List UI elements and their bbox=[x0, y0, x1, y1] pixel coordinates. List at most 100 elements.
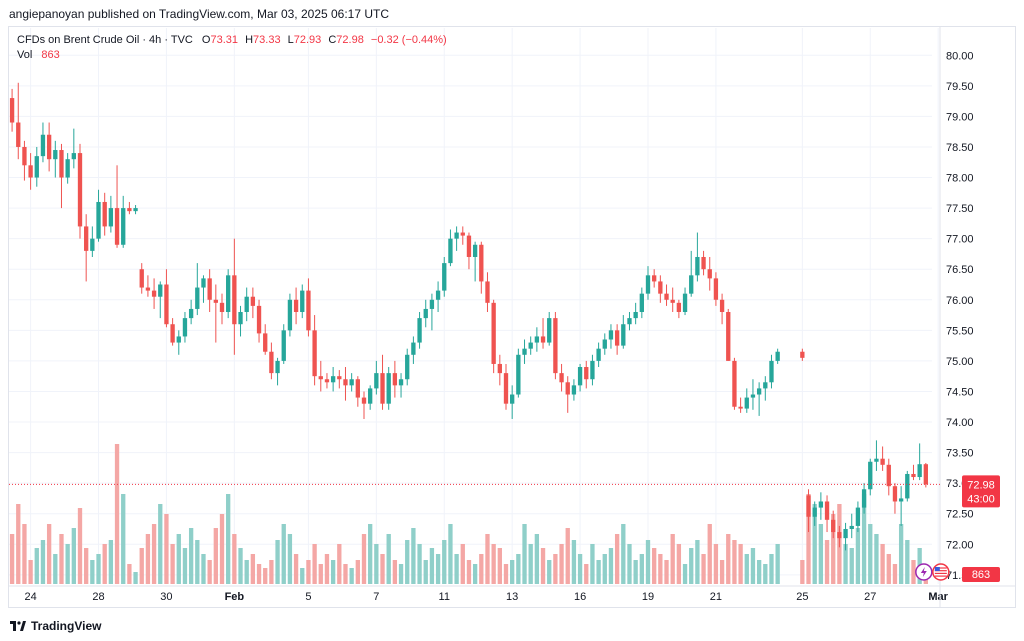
candle[interactable] bbox=[102, 192, 107, 236]
us-flag-event-icon[interactable] bbox=[932, 563, 950, 581]
candle[interactable] bbox=[750, 379, 756, 410]
candle[interactable] bbox=[429, 293, 435, 331]
candle[interactable] bbox=[287, 293, 293, 337]
candle[interactable] bbox=[911, 464, 916, 481]
candle[interactable] bbox=[269, 342, 274, 380]
candle[interactable] bbox=[349, 373, 354, 392]
candle[interactable] bbox=[824, 495, 830, 533]
candle[interactable] bbox=[151, 278, 157, 309]
candle[interactable] bbox=[16, 82, 21, 160]
candle[interactable] bbox=[442, 256, 447, 297]
candle[interactable] bbox=[880, 446, 885, 471]
candle[interactable] bbox=[34, 146, 39, 187]
candle[interactable] bbox=[633, 302, 638, 325]
candle[interactable] bbox=[849, 513, 854, 539]
candle[interactable] bbox=[293, 287, 299, 325]
candle[interactable] bbox=[812, 501, 817, 526]
candle[interactable] bbox=[368, 385, 373, 410]
candle[interactable] bbox=[831, 510, 836, 539]
candle[interactable] bbox=[744, 388, 749, 413]
candle[interactable] bbox=[207, 269, 212, 312]
candle[interactable] bbox=[226, 269, 231, 319]
candle[interactable] bbox=[522, 339, 527, 364]
candle[interactable] bbox=[769, 354, 774, 389]
candle[interactable] bbox=[571, 379, 577, 401]
candle[interactable] bbox=[713, 272, 719, 306]
candle[interactable] bbox=[510, 385, 515, 419]
candle[interactable] bbox=[559, 363, 564, 392]
candle[interactable] bbox=[547, 312, 552, 346]
candle[interactable] bbox=[386, 367, 391, 410]
candle[interactable] bbox=[263, 324, 268, 355]
candle[interactable] bbox=[695, 232, 700, 282]
candle[interactable] bbox=[53, 140, 58, 178]
candle[interactable] bbox=[121, 195, 126, 248]
candle[interactable] bbox=[652, 269, 657, 288]
candle[interactable] bbox=[337, 370, 342, 389]
candle[interactable] bbox=[114, 165, 120, 248]
candle[interactable] bbox=[472, 241, 478, 282]
candle[interactable] bbox=[398, 373, 404, 398]
candle[interactable] bbox=[300, 284, 305, 319]
candle[interactable] bbox=[275, 357, 280, 386]
candle[interactable] bbox=[639, 287, 644, 319]
candle[interactable] bbox=[170, 318, 175, 346]
candle[interactable] bbox=[602, 333, 607, 355]
candle[interactable] bbox=[806, 489, 811, 533]
candle[interactable] bbox=[256, 299, 262, 343]
candle[interactable] bbox=[800, 348, 805, 361]
candle[interactable] bbox=[244, 287, 249, 322]
candle[interactable] bbox=[861, 483, 867, 514]
candle[interactable] bbox=[818, 492, 824, 520]
candle[interactable] bbox=[491, 299, 496, 374]
candle[interactable] bbox=[923, 462, 928, 488]
candle[interactable] bbox=[670, 287, 675, 312]
candle[interactable] bbox=[479, 241, 484, 294]
candle[interactable] bbox=[516, 348, 521, 398]
candle[interactable] bbox=[28, 153, 33, 190]
candle[interactable] bbox=[843, 522, 848, 551]
candle[interactable] bbox=[201, 275, 206, 303]
candle[interactable] bbox=[553, 312, 558, 380]
candle[interactable] bbox=[84, 214, 89, 282]
candle[interactable] bbox=[664, 284, 669, 306]
candle[interactable] bbox=[732, 357, 737, 410]
legend-symbol[interactable]: CFDs on Brent Crude Oil · 4h · TVC bbox=[17, 34, 193, 46]
candle[interactable] bbox=[917, 443, 922, 481]
candle[interactable] bbox=[528, 336, 533, 355]
candle[interactable] bbox=[232, 238, 237, 355]
candle[interactable] bbox=[676, 299, 682, 319]
candle[interactable] bbox=[312, 315, 317, 386]
candle[interactable] bbox=[343, 367, 348, 401]
candle[interactable] bbox=[182, 312, 188, 343]
candle[interactable] bbox=[682, 287, 688, 316]
candle[interactable] bbox=[756, 382, 762, 416]
candle[interactable] bbox=[460, 226, 465, 245]
candle[interactable] bbox=[726, 308, 731, 361]
candle[interactable] bbox=[77, 143, 83, 239]
candle[interactable] bbox=[466, 232, 472, 270]
candle[interactable] bbox=[448, 229, 453, 267]
legend-volume-label[interactable]: Vol bbox=[17, 49, 33, 61]
candle[interactable] bbox=[9, 88, 15, 132]
candle[interactable] bbox=[905, 470, 910, 502]
candle[interactable] bbox=[361, 391, 367, 419]
candle[interactable] bbox=[837, 525, 842, 548]
candle[interactable] bbox=[355, 376, 360, 407]
candle[interactable] bbox=[65, 153, 70, 184]
candle[interactable] bbox=[330, 367, 336, 392]
candle[interactable] bbox=[380, 354, 385, 410]
candle[interactable] bbox=[868, 458, 873, 496]
candle[interactable] bbox=[374, 360, 379, 395]
candle[interactable] bbox=[158, 281, 163, 319]
candle[interactable] bbox=[318, 360, 323, 392]
candle[interactable] bbox=[392, 360, 398, 398]
candle[interactable] bbox=[503, 363, 509, 410]
candle[interactable] bbox=[40, 122, 46, 163]
candle[interactable] bbox=[534, 327, 540, 352]
candle[interactable] bbox=[719, 293, 725, 325]
candle[interactable] bbox=[127, 201, 132, 215]
candle[interactable] bbox=[701, 250, 706, 276]
candle[interactable] bbox=[238, 305, 243, 337]
